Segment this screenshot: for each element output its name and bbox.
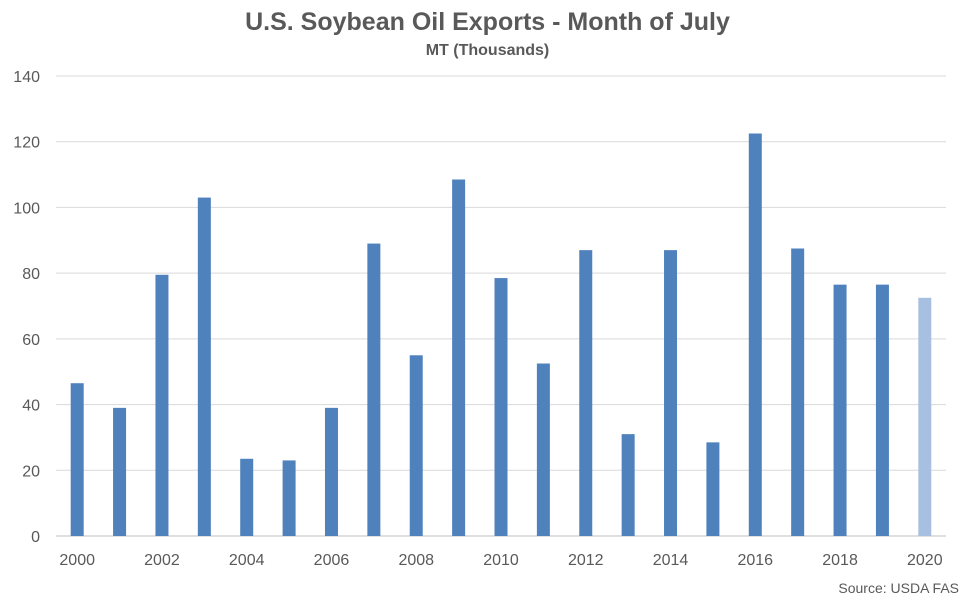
chart-title: U.S. Soybean Oil Exports - Month of July [245, 8, 730, 36]
bar-2018 [833, 284, 847, 536]
bar-2019 [875, 284, 889, 536]
bar-2002 [155, 274, 169, 536]
y-tick-label: 20 [22, 463, 40, 480]
bar-2008 [409, 355, 423, 536]
bar-2014 [664, 250, 678, 536]
bar-2006 [324, 407, 338, 536]
y-tick-label: 80 [22, 266, 40, 283]
bar-2004 [240, 458, 254, 536]
bar-2011 [536, 363, 550, 536]
x-tick-label: 2010 [483, 552, 519, 569]
x-tick-label: 2012 [568, 552, 604, 569]
y-tick-label: 0 [31, 529, 40, 546]
bar-2003 [197, 197, 211, 537]
bar-2005 [282, 460, 296, 536]
bar-2015 [706, 442, 720, 536]
y-tick-label: 100 [13, 200, 40, 217]
x-tick-label: 2014 [653, 552, 689, 569]
x-tick-label: 2002 [144, 552, 180, 569]
y-tick-label: 140 [13, 69, 40, 86]
y-tick-label: 40 [22, 398, 40, 415]
x-axis-ticks: 2000 2002 2004 2006 2008 2010 2012 2014 2016 2018… [59, 552, 942, 569]
bar-2007 [367, 243, 381, 537]
bar-2000 [70, 383, 84, 536]
y-axis-ticks: 0 20 40 60 80 100 120 140 [13, 69, 40, 546]
x-tick-label: 2008 [398, 552, 434, 569]
x-tick-label: 2000 [59, 552, 95, 569]
bar-2013 [621, 434, 635, 536]
bar-2016 [748, 133, 762, 536]
bar-2020 [918, 297, 932, 536]
y-tick-label: 120 [13, 135, 40, 152]
bar-2017 [791, 248, 805, 536]
bar-2009 [452, 179, 466, 536]
x-tick-label: 2006 [314, 552, 350, 569]
x-tick-label: 2018 [822, 552, 858, 569]
x-tick-label: 2016 [737, 552, 773, 569]
source-note: Source: USDA FAS [838, 580, 959, 596]
bar-2012 [579, 250, 593, 536]
y-tick-label: 60 [22, 332, 40, 349]
x-tick-label: 2020 [907, 552, 943, 569]
bars [70, 133, 932, 537]
chart-subtitle: MT (Thousands) [425, 42, 550, 59]
bar-2010 [494, 278, 508, 536]
bar-2001 [113, 407, 127, 536]
x-tick-label: 2004 [229, 552, 265, 569]
